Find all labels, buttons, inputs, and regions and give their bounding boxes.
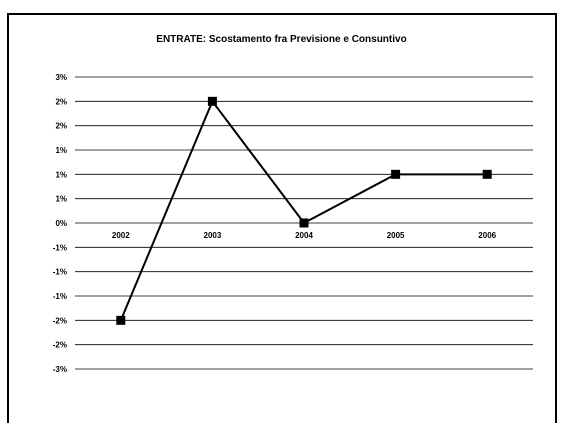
y-axis-tick-labels: 3% 2% 2% 1% 1% 1% 0% -1% -1% -1% -2% -2% -3% <box>53 73 67 374</box>
y-tick-label: -1% <box>53 243 67 252</box>
y-tick-label: 2% <box>55 122 67 131</box>
chart-frame <box>7 13 557 423</box>
y-tick-label: -1% <box>53 268 67 277</box>
x-tick-label: 2003 <box>204 231 222 240</box>
gridlines <box>75 76 533 370</box>
y-tick-label: -2% <box>53 341 67 350</box>
x-tick-label: 2006 <box>478 231 496 240</box>
data-point-marker <box>116 315 126 325</box>
y-tick-label: 2% <box>55 97 67 106</box>
series-layer <box>116 96 492 325</box>
data-point-marker <box>391 169 401 179</box>
x-tick-label: 2005 <box>387 231 405 240</box>
y-tick-label: -3% <box>53 365 67 374</box>
series-line <box>119 99 488 321</box>
y-tick-label: -2% <box>53 316 67 325</box>
x-axis-tick-labels: 2002 2003 2004 2005 2006 <box>112 231 497 240</box>
data-point-marker <box>299 218 309 228</box>
y-tick-label: 3% <box>55 73 67 82</box>
y-tick-label: 0% <box>55 219 67 228</box>
x-tick-label: 2002 <box>112 231 130 240</box>
x-tick-label: 2004 <box>295 231 313 240</box>
y-tick-label: 1% <box>55 170 67 179</box>
y-tick-label: 1% <box>55 195 67 204</box>
chart-title: ENTRATE: Scostamento fra Previsione e Co… <box>156 34 407 45</box>
y-tick-label: -1% <box>53 292 67 301</box>
y-tick-label: 1% <box>55 146 67 155</box>
data-point-marker <box>482 169 492 179</box>
data-point-marker <box>207 96 217 106</box>
